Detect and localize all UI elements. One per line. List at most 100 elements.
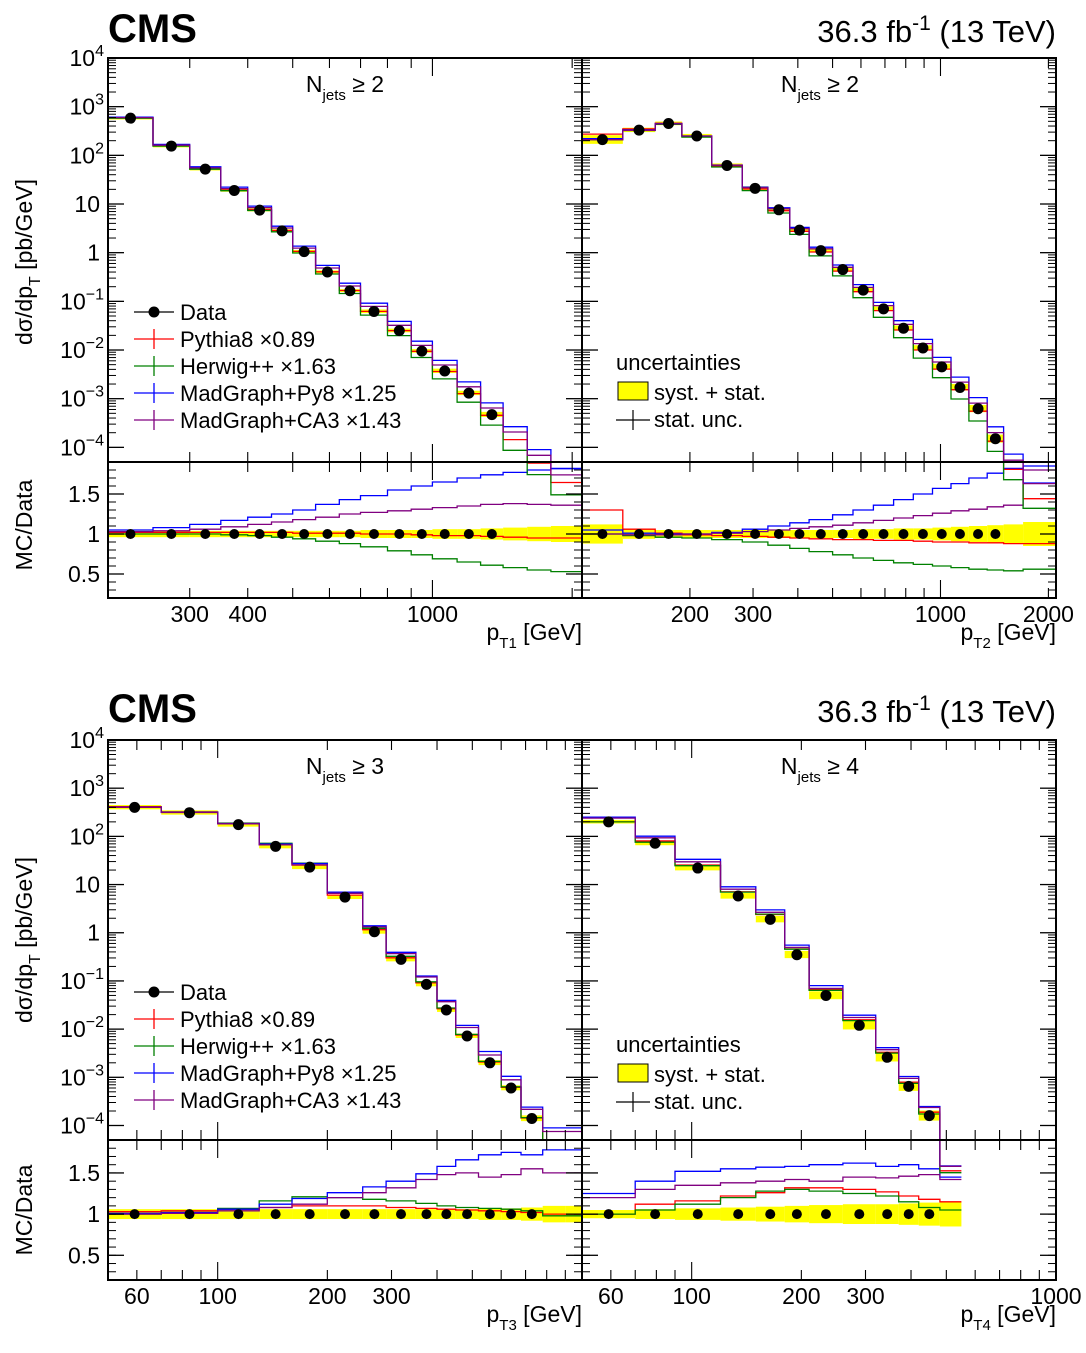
- ratio-data-point: [924, 1209, 935, 1220]
- data-point: [304, 861, 316, 873]
- data-point: [954, 381, 966, 393]
- ratio-ylabel-bottom: MC/Data: [11, 1164, 37, 1255]
- main-series-line: [582, 122, 1056, 500]
- data-point: [129, 801, 141, 813]
- ratio-data-point: [200, 529, 211, 539]
- ratio-data-point: [815, 529, 826, 539]
- ratio-data-point: [721, 529, 732, 539]
- unc-stat-label: stat. unc.: [654, 407, 743, 432]
- ratio-line: [108, 533, 582, 573]
- data-point: [749, 182, 761, 194]
- ratio-data-point: [441, 1209, 452, 1220]
- ratio-data-point: [663, 529, 674, 539]
- data-point: [440, 1004, 452, 1016]
- ratio-data-point: [129, 1209, 140, 1220]
- legend-marker: [148, 306, 160, 318]
- ratio-line: [582, 469, 1056, 536]
- y-tick-label: 103: [70, 773, 105, 801]
- data-point: [764, 913, 776, 925]
- data-point: [897, 322, 909, 334]
- ratio-data-point: [691, 529, 702, 539]
- ratio-data-point: [794, 529, 805, 539]
- data-point: [298, 246, 310, 258]
- unc-syst-swatch: [617, 381, 649, 401]
- data-point: [837, 264, 849, 276]
- panel-pT1: 10−4 10−3 10−2 10−1 1 10 102 103 104 0.5 1 1.5 300 40…: [60, 43, 583, 652]
- syst-band-ratio: [939, 1201, 962, 1227]
- data-point: [691, 130, 703, 142]
- ratio-y-tick-label: 1: [87, 521, 100, 547]
- ratio-data-point: [882, 1209, 893, 1220]
- ratio-data-point: [439, 529, 450, 539]
- main-series-line: [582, 821, 962, 1174]
- x-tick-label: 1000: [407, 601, 458, 627]
- ratio-data-point: [416, 529, 427, 539]
- x-tick-label: 60: [124, 1283, 150, 1309]
- syst-band-ratio: [1003, 524, 1024, 544]
- cms-label-bottom: CMS: [108, 687, 197, 731]
- ratio-data-point: [603, 1209, 614, 1220]
- data-point: [732, 890, 744, 902]
- ratio-line: [582, 1187, 962, 1215]
- data-point: [936, 361, 948, 373]
- main-series-line: [582, 817, 962, 1167]
- data-point: [463, 387, 475, 399]
- ratio-data-point: [791, 1209, 802, 1220]
- data-point: [339, 891, 351, 903]
- data-point: [484, 1057, 496, 1069]
- ratio-data-point: [394, 529, 405, 539]
- y-tick-label: 1: [87, 240, 100, 266]
- data-point: [903, 1080, 915, 1092]
- data-point: [395, 953, 407, 965]
- ratio-frame: [581, 461, 1057, 599]
- main-ylabel-bottom: dσ/dpT [pb/GeV]: [11, 857, 44, 1023]
- main-area: [582, 118, 1056, 509]
- ratio-data-point: [270, 1209, 281, 1220]
- data-point: [923, 1110, 935, 1122]
- legend-label: MadGraph+Py8 ×1.25: [180, 1061, 396, 1086]
- data-point: [633, 124, 645, 136]
- ratio-data-point: [820, 1209, 831, 1220]
- x-tick-label: 200: [308, 1283, 346, 1309]
- data-point: [183, 807, 195, 819]
- data-point: [773, 204, 785, 216]
- y-tick-label: 104: [70, 43, 105, 71]
- data-point: [270, 840, 282, 852]
- legend-label: Data: [180, 980, 227, 1005]
- legend-label: MadGraph+CA3 ×1.43: [180, 408, 401, 433]
- ratio-data-point: [854, 1209, 865, 1220]
- x-tick-label: 400: [229, 601, 267, 627]
- ratio-data-point: [166, 529, 177, 539]
- main-ylabel-top: dσ/dpT [pb/GeV]: [11, 179, 44, 345]
- legend-label: MadGraph+CA3 ×1.43: [180, 1088, 401, 1113]
- ratio-data-point: [369, 1209, 380, 1220]
- data-point: [820, 989, 832, 1001]
- x-tick-label: 2000: [1023, 601, 1074, 627]
- x-tick-label: 200: [671, 601, 709, 627]
- data-point: [663, 118, 675, 130]
- data-point: [321, 266, 333, 278]
- ratio-y-tick-label: 1.5: [68, 1160, 100, 1186]
- x-axis-label: pT2 [GeV]: [960, 619, 1056, 652]
- x-axis-label: pT4 [GeV]: [960, 1301, 1056, 1334]
- x-tick-label: 300: [372, 1283, 410, 1309]
- data-point: [721, 159, 733, 171]
- data-point: [857, 284, 869, 296]
- ratio-data-point: [837, 529, 848, 539]
- data-point: [344, 285, 356, 297]
- ratio-data-point: [462, 1209, 473, 1220]
- data-point: [603, 816, 615, 828]
- unc-stat-label: stat. unc.: [654, 1089, 743, 1114]
- y-tick-label: 102: [70, 140, 105, 168]
- ratio-data-point: [692, 1209, 703, 1220]
- ratio-data-point: [858, 529, 869, 539]
- ratio-data-point: [597, 529, 608, 539]
- ratio-data-point: [898, 529, 909, 539]
- ratio-data-point: [484, 1209, 495, 1220]
- ratio-line: [582, 1173, 962, 1199]
- data-point: [881, 1051, 893, 1063]
- ratio-area: [108, 1149, 582, 1223]
- njets-annotation: Njets ≥ 4: [781, 753, 859, 786]
- ratio-data-point: [954, 529, 965, 539]
- ratio-data-point: [233, 1209, 244, 1220]
